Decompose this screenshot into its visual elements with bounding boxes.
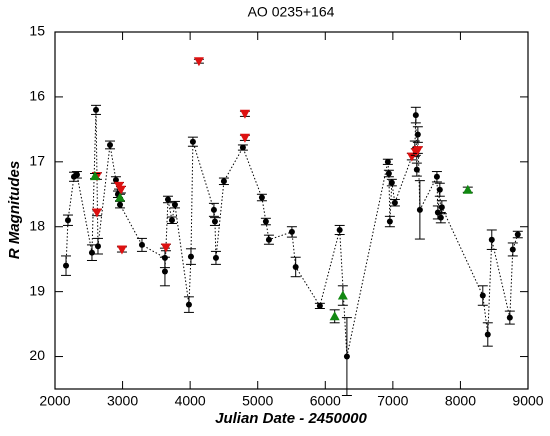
data-point — [187, 253, 194, 260]
data-point — [414, 131, 421, 138]
data-point — [212, 254, 219, 261]
data-point — [509, 246, 516, 253]
y-tick-label: 20 — [29, 347, 45, 363]
data-point — [94, 243, 101, 250]
x-tick-label: 6000 — [310, 393, 341, 409]
data-point — [138, 241, 145, 248]
data-point — [384, 158, 391, 165]
x-tick-label: 7000 — [377, 393, 408, 409]
data-point — [258, 194, 265, 201]
data-point — [433, 173, 440, 180]
data-point — [93, 106, 100, 113]
data-point — [329, 311, 340, 321]
data-point — [210, 206, 217, 213]
data-point — [288, 228, 295, 235]
data-point — [416, 206, 423, 213]
data-point — [239, 109, 250, 119]
y-tick-label: 15 — [29, 23, 45, 39]
data-point — [386, 218, 393, 225]
y-tick-label: 17 — [29, 153, 45, 169]
x-tick-label: 4000 — [175, 393, 206, 409]
data-point — [388, 179, 395, 186]
data-point — [161, 268, 168, 275]
data-point — [337, 290, 348, 300]
data-point — [160, 243, 171, 253]
data-point — [479, 292, 486, 299]
data-point — [164, 196, 171, 203]
data-point — [64, 217, 71, 224]
data-point — [116, 245, 127, 255]
x-tick-label: 3000 — [107, 393, 138, 409]
y-tick-label: 18 — [29, 217, 45, 233]
data-point — [514, 231, 521, 238]
data-point — [189, 138, 196, 145]
plot-frame — [54, 31, 529, 390]
data-point — [63, 262, 70, 269]
data-point — [73, 171, 80, 178]
data-point — [115, 185, 126, 195]
data-point — [265, 236, 272, 243]
data-point — [506, 314, 513, 321]
data-point — [239, 144, 246, 151]
data-point — [91, 208, 102, 218]
data-point — [107, 141, 114, 148]
data-point — [239, 133, 250, 143]
data-point — [385, 170, 392, 177]
data-point — [171, 201, 178, 208]
data-point — [412, 146, 423, 156]
x-tick-label: 5000 — [242, 393, 273, 409]
x-tick-label: 2000 — [39, 393, 70, 409]
data-point — [220, 178, 227, 185]
data-point — [90, 171, 101, 181]
chart-title: AO 0235+164 — [248, 4, 335, 20]
data-point — [112, 176, 119, 183]
y-axis-label: R Magnitudes — [6, 161, 23, 259]
data-point — [262, 218, 269, 225]
data-point — [462, 184, 473, 194]
data-point — [437, 214, 444, 221]
y-tick-label: 19 — [29, 282, 45, 298]
data-point — [185, 301, 192, 308]
data-point — [117, 201, 124, 208]
data-point — [193, 57, 204, 67]
data-point — [412, 112, 419, 119]
data-point — [413, 166, 420, 173]
data-point — [484, 331, 491, 338]
data-point — [438, 204, 445, 211]
data-point — [115, 192, 126, 202]
data-point — [88, 249, 95, 256]
data-point — [316, 302, 323, 309]
data-point — [292, 263, 299, 270]
data-point — [168, 217, 175, 224]
x-tick-label: 8000 — [445, 393, 476, 409]
data-point — [343, 353, 350, 360]
data-point — [336, 226, 343, 233]
x-axis-label: Julian Date - 2450000 — [215, 410, 367, 427]
x-tick-label: 9000 — [512, 393, 543, 409]
data-point — [436, 186, 443, 193]
data-point — [391, 199, 398, 206]
data-point — [488, 236, 495, 243]
y-tick-label: 16 — [29, 88, 45, 104]
data-point — [211, 218, 218, 225]
